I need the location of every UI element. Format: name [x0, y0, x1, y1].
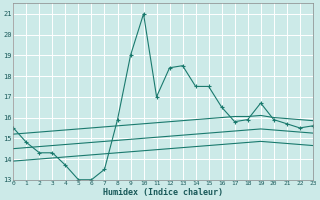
X-axis label: Humidex (Indice chaleur): Humidex (Indice chaleur) [103, 188, 223, 197]
